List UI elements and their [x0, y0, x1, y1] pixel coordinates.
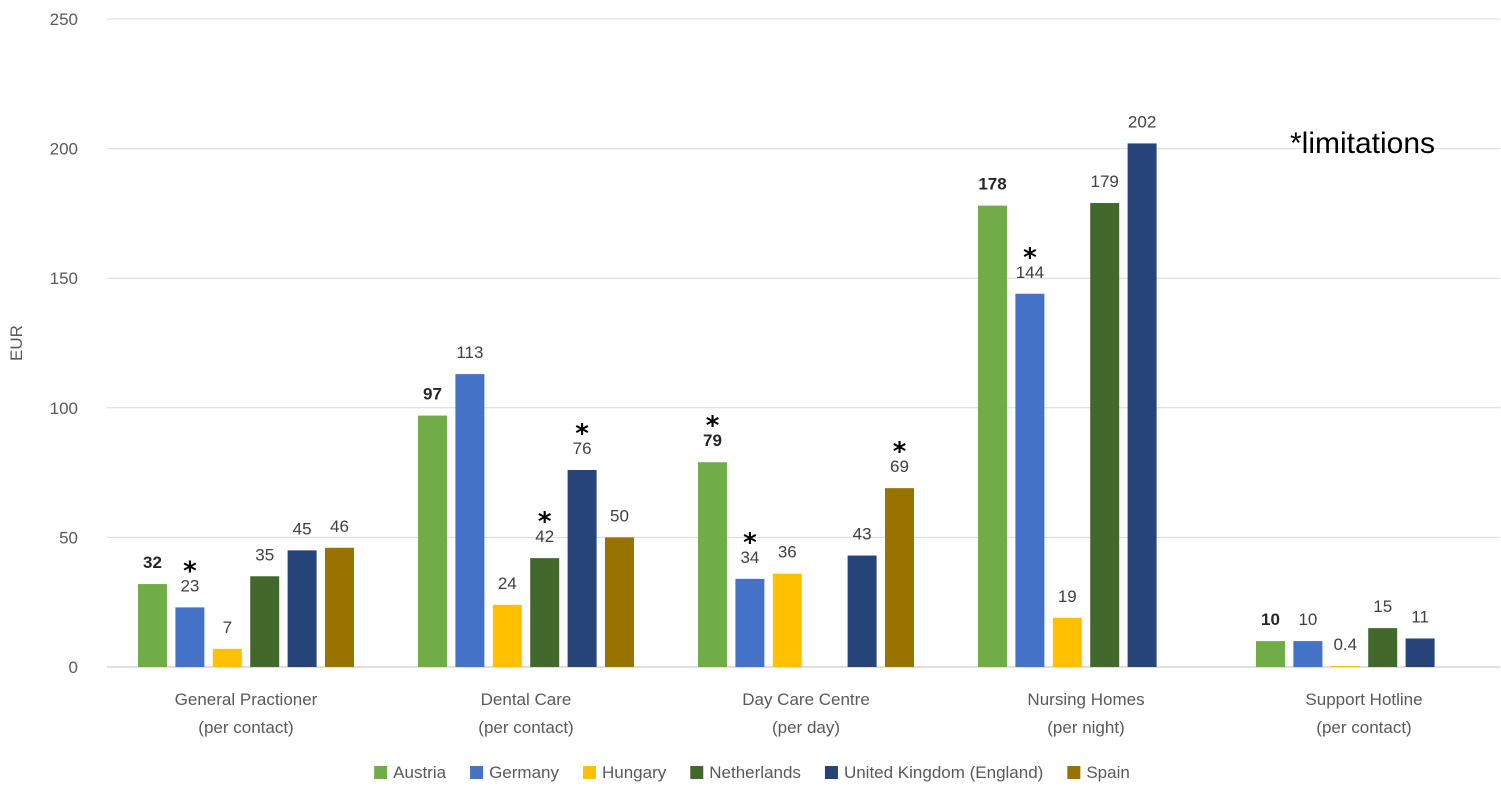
legend-label: Austria — [393, 763, 446, 782]
data-label: 76 — [573, 439, 592, 458]
bar-hungary — [492, 604, 522, 667]
bar-hungary — [772, 573, 802, 667]
legend-label: Hungary — [602, 763, 667, 782]
y-tick-label: 200 — [50, 140, 78, 159]
data-label: 45 — [293, 519, 312, 538]
bar-spain — [605, 537, 634, 667]
category-label: General Practioner — [175, 690, 318, 709]
legend-swatch — [374, 766, 388, 779]
bar-germany — [735, 578, 765, 667]
data-label: 178 — [978, 175, 1006, 194]
legend-label: Germany — [489, 763, 559, 782]
bar-austria — [138, 584, 167, 667]
data-label: 15 — [1373, 597, 1392, 616]
legend-label: Netherlands — [709, 763, 801, 782]
category-label: (per day) — [772, 718, 840, 737]
category-label: (per night) — [1047, 718, 1124, 737]
bar-germany — [455, 374, 485, 667]
y-axis-label: EUR — [7, 325, 26, 361]
data-label: 19 — [1058, 587, 1077, 606]
y-axis-ticks: 0 50 100 150 200 250 — [50, 10, 78, 677]
data-label: 32 — [143, 553, 162, 572]
data-label: 50 — [610, 506, 629, 525]
bar-united-kingdom-england- — [567, 470, 597, 667]
bar-hungary — [1052, 617, 1082, 667]
data-label: 179 — [1091, 172, 1119, 191]
bar-united-kingdom-england- — [847, 555, 877, 667]
data-labels: 329779*1781023*11334*144*1072436190.4354… — [143, 112, 1429, 654]
legend-swatch — [583, 766, 597, 779]
category-labels: General Practioner (per contact) Dental Ca… — [175, 690, 1423, 737]
legend-swatch — [690, 766, 704, 779]
bar-hungary — [1330, 665, 1360, 667]
category-label: (per contact) — [198, 718, 293, 737]
legend-swatch — [470, 766, 484, 779]
bar-germany — [175, 607, 205, 667]
bar-netherlands — [530, 558, 560, 667]
bar-spain — [885, 488, 914, 667]
bar-spain — [325, 547, 354, 667]
bar-united-kingdom-england- — [287, 550, 317, 667]
data-label: 0.4 — [1333, 635, 1357, 654]
data-label: 10 — [1261, 610, 1280, 629]
data-label: 7 — [223, 618, 232, 637]
limitation-asterisk: * — [183, 556, 197, 586]
data-label: 36 — [778, 543, 797, 562]
data-label: 69 — [890, 457, 909, 476]
data-label: 10 — [1298, 610, 1317, 629]
bar-austria — [418, 415, 447, 667]
limitations-note: *limitations — [1290, 127, 1435, 160]
data-label: 35 — [255, 545, 274, 564]
category-label: (per contact) — [478, 718, 573, 737]
bar-hungary — [212, 648, 242, 667]
legend: Austria Germany Hungary Netherlands United K… — [374, 763, 1130, 782]
bar-austria — [698, 462, 727, 667]
legend-label: Spain — [1086, 763, 1129, 782]
bar-germany — [1015, 293, 1045, 667]
bar-austria — [978, 205, 1007, 667]
y-tick-label: 150 — [50, 269, 78, 288]
data-label: 202 — [1128, 112, 1156, 131]
category-label: Dental Care — [481, 690, 572, 709]
category-label: Nursing Homes — [1027, 690, 1144, 709]
y-tick-label: 0 — [69, 658, 78, 677]
category-label: Day Care Centre — [742, 690, 870, 709]
bar-netherlands — [250, 576, 280, 667]
y-tick-label: 250 — [50, 10, 78, 29]
bars — [138, 143, 1435, 668]
data-label: 46 — [330, 517, 349, 536]
data-label: 79 — [703, 431, 722, 450]
legend-label: United Kingdom (England) — [844, 763, 1043, 782]
data-label: 43 — [853, 525, 872, 544]
limitation-asterisk: * — [893, 437, 907, 467]
legend-swatch — [824, 766, 838, 779]
data-label: 34 — [740, 548, 759, 567]
limitation-asterisk: * — [706, 411, 720, 441]
data-label: 24 — [498, 574, 517, 593]
bar-united-kingdom-england- — [1405, 638, 1435, 667]
category-label: (per contact) — [1316, 718, 1411, 737]
limitation-asterisk: * — [743, 528, 757, 558]
bar-germany — [1293, 641, 1323, 667]
y-tick-label: 50 — [59, 528, 78, 547]
limitation-asterisk: * — [575, 419, 589, 449]
bar-united-kingdom-england- — [1127, 143, 1157, 667]
limitation-asterisk: * — [538, 507, 552, 537]
limitation-asterisk: * — [1023, 243, 1037, 273]
bar-netherlands — [1368, 628, 1398, 667]
data-label: 113 — [456, 343, 483, 362]
legend-swatch — [1067, 766, 1081, 779]
data-label: 42 — [535, 527, 554, 546]
bar-austria — [1256, 641, 1285, 667]
data-label: 144 — [1016, 263, 1044, 282]
bar-netherlands — [1090, 203, 1120, 668]
data-label: 23 — [180, 576, 199, 595]
data-label: 11 — [1411, 607, 1429, 626]
category-label: Support Hotline — [1305, 690, 1422, 709]
data-label: 97 — [423, 385, 442, 404]
y-tick-label: 100 — [50, 399, 78, 418]
